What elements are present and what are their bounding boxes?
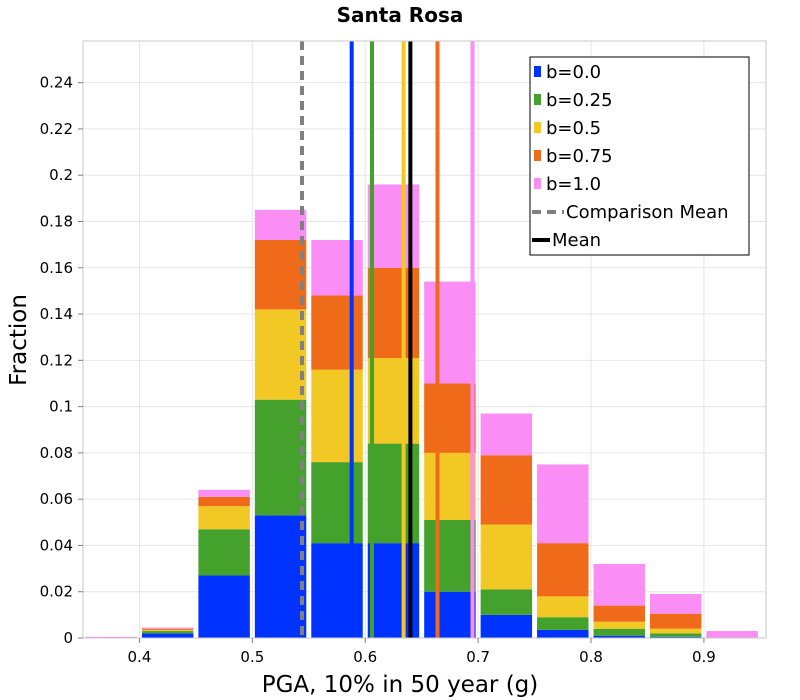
bar-segment [537, 617, 589, 630]
mean-lines [300, 41, 475, 638]
bar-segment [85, 636, 137, 638]
bar-segment [537, 596, 589, 618]
bar-segment [141, 633, 194, 638]
bar-segment [480, 614, 533, 638]
bar-segment [198, 575, 250, 638]
legend-swatch [534, 122, 541, 133]
legend-label: b=0.0 [546, 62, 601, 83]
bar-segment [311, 462, 363, 544]
bar-segment [254, 209, 307, 240]
bar-segment [254, 240, 307, 310]
bar-segment [424, 383, 476, 453]
x-tick-label: 0.5 [240, 648, 264, 666]
bar-segment [198, 496, 250, 507]
bar-segment [141, 628, 194, 630]
bar-segment [480, 413, 533, 456]
bar-segment [649, 633, 702, 637]
y-tick-label: 0.06 [40, 490, 73, 508]
y-tick-label: 0.12 [40, 351, 73, 369]
bar-segment [311, 295, 363, 370]
bar-segment [480, 455, 533, 525]
bar-segment [424, 281, 476, 384]
legend: b=0.0 b=0.25 b=0.5 b=0.75 b=1.0 Comparison Me… [529, 56, 750, 256]
bar-segment [198, 506, 250, 530]
x-tick-label: 0.6 [353, 648, 377, 666]
x-tick-label: 0.4 [128, 648, 152, 666]
legend-label: b=1.0 [546, 174, 601, 195]
y-tick-label: 0.24 [40, 74, 73, 92]
bar-segment [537, 629, 589, 638]
x-tick-label: 0.8 [579, 648, 603, 666]
bars [85, 184, 758, 638]
bar-segment [593, 635, 645, 638]
y-tick-label: 0.14 [40, 305, 73, 323]
legend-label: Comparison Mean [566, 202, 729, 223]
bar-segment [480, 524, 533, 590]
legend-swatch [534, 178, 541, 189]
bar-segment [311, 369, 363, 463]
legend-box [529, 56, 750, 256]
legend-swatch [534, 94, 541, 105]
bar-segment [424, 452, 476, 520]
bar-segment [254, 309, 307, 400]
y-tick-label: 0.16 [40, 259, 73, 277]
y-tick-label: 0.2 [49, 166, 73, 184]
y-tick-label: 0 [63, 629, 73, 647]
bar-segment [593, 621, 645, 629]
bar-segment [649, 636, 702, 638]
y-tick-label: 0.1 [49, 398, 73, 416]
x-tick-label: 0.9 [692, 648, 716, 666]
bar-segment [593, 563, 645, 606]
legend-swatch [534, 150, 541, 161]
legend-label: b=0.25 [546, 90, 613, 111]
bar-segment [537, 464, 589, 544]
bar-segment [537, 543, 589, 597]
y-tick-label: 0.04 [40, 536, 73, 554]
bar-segment [649, 613, 702, 629]
plot-border [82, 40, 767, 639]
bar-segment [649, 628, 702, 634]
bar-segment [141, 627, 194, 629]
axes: 0 0.02 0.04 0.06 0.08 0.1 0.12 0.14 0.16 0.18 0.2 0… [40, 74, 716, 666]
bar-segment [141, 629, 194, 632]
bar-segment [480, 589, 533, 615]
y-tick-label: 0.22 [40, 120, 73, 138]
legend-label: Mean [552, 230, 601, 251]
y-tick-label: 0.02 [40, 583, 73, 601]
bar-segment [593, 605, 645, 622]
bar-segment [424, 519, 476, 592]
chart-title: Santa Rosa [337, 3, 464, 27]
y-axis-title: Fraction [6, 294, 32, 386]
x-tick-label: 0.7 [466, 648, 490, 666]
bar-segment [311, 543, 363, 638]
bar-segment [141, 631, 194, 634]
bar-segment [198, 489, 250, 497]
legend-label: b=0.5 [546, 118, 601, 139]
bar-segment [593, 628, 645, 636]
bar-segment [254, 515, 307, 638]
bar-segment [649, 594, 702, 614]
bar-segment [198, 529, 250, 576]
bar-segment [424, 591, 476, 638]
bar-segment [254, 399, 307, 516]
y-tick-label: 0.18 [40, 212, 73, 230]
legend-label: b=0.75 [546, 146, 613, 167]
bar-segment [706, 631, 758, 638]
x-axis-title: PGA, 10% in 50 year (g) [262, 672, 539, 698]
legend-swatch [534, 66, 541, 77]
bar-segment [311, 240, 363, 296]
y-tick-label: 0.08 [40, 444, 73, 462]
